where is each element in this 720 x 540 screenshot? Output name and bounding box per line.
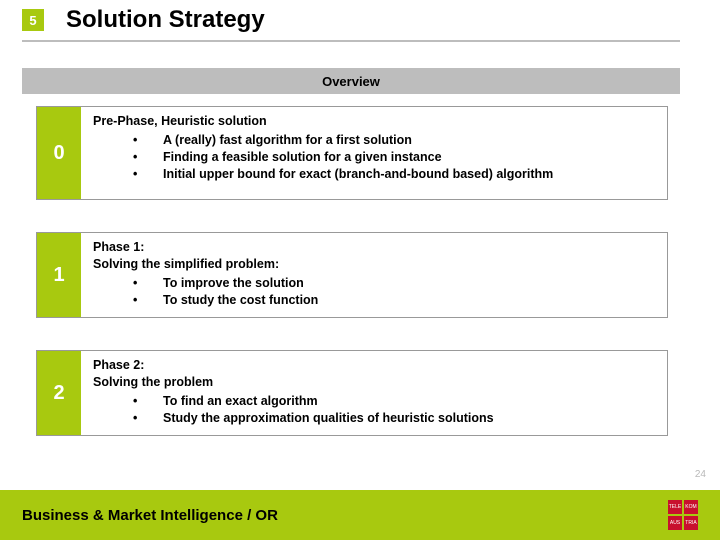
section-number: 5 — [29, 13, 36, 28]
page-number: 24 — [695, 469, 706, 480]
overview-label: Overview — [322, 74, 380, 89]
phase-lead: Pre-Phase, Heuristic solution — [93, 113, 657, 130]
logo-cell: TRIA — [684, 516, 698, 530]
logo-cell: AUS — [668, 516, 682, 530]
phase-number-badge: 1 — [37, 233, 81, 317]
phase-bullet: To improve the solution — [133, 275, 657, 292]
phase-lead: Phase 2: — [93, 357, 657, 374]
slide: 5 Solution Strategy Overview 0Pre-Phase,… — [0, 0, 720, 540]
phase-body: Phase 2:Solving the problem To find an ex… — [81, 351, 667, 435]
footer-text: Business & Market Intelligence / OR — [22, 507, 278, 524]
phase-bullet: A (really) fast algorithm for a first so… — [133, 132, 657, 149]
footer-bar: Business & Market Intelligence / OR TELE… — [0, 490, 720, 540]
phase-body: Phase 1:Solving the simplified problem: T… — [81, 233, 667, 317]
page-title: Solution Strategy — [66, 6, 265, 34]
phase-box: 1Phase 1:Solving the simplified problem:… — [36, 232, 668, 318]
phase-lead: Phase 1: — [93, 239, 657, 256]
phase-bullet: Initial upper bound for exact (branch-an… — [133, 166, 657, 183]
phase-box: 2 Phase 2:Solving the problem To find an e… — [36, 350, 668, 436]
phase-lead-2: Solving the simplified problem: — [93, 256, 657, 273]
header: 5 Solution Strategy — [22, 6, 680, 34]
phase-bullet-list: To find an exact algorithmStudy the appr… — [133, 393, 657, 427]
telekom-austria-logo: TELE KOM AUS TRIA — [668, 500, 698, 530]
header-divider — [22, 40, 680, 42]
logo-grid: TELE KOM AUS TRIA — [668, 500, 698, 530]
logo-cell: TELE — [668, 500, 682, 514]
phase-box: 0 Pre-Phase, Heuristic solution A (really)… — [36, 106, 668, 200]
overview-band: Overview — [22, 68, 680, 94]
phase-bullet: To study the cost function — [133, 292, 657, 309]
section-number-badge: 5 — [22, 9, 44, 31]
phase-lead-2: Solving the problem — [93, 374, 657, 391]
phase-number-badge: 0 — [37, 107, 81, 199]
phase-bullet: Finding a feasible solution for a given … — [133, 149, 657, 166]
logo-cell: KOM — [684, 500, 698, 514]
phase-number-badge: 2 — [37, 351, 81, 435]
phase-body: Pre-Phase, Heuristic solution A (really) … — [81, 107, 667, 199]
phase-bullet: To find an exact algorithm — [133, 393, 657, 410]
phase-bullet-list: A (really) fast algorithm for a first so… — [133, 132, 657, 183]
phase-bullet-list: To improve the solutionTo study the cost… — [133, 275, 657, 309]
phase-bullet: Study the approximation qualities of heu… — [133, 410, 657, 427]
